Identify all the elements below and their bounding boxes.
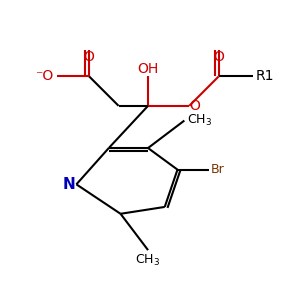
Text: O: O xyxy=(189,99,200,113)
Text: O: O xyxy=(84,50,94,64)
Text: OH: OH xyxy=(137,62,159,76)
Text: CH$_3$: CH$_3$ xyxy=(136,253,160,268)
Text: CH$_3$: CH$_3$ xyxy=(187,113,212,128)
Text: ⁻O: ⁻O xyxy=(36,69,54,83)
Text: N: N xyxy=(62,177,75,192)
Text: R1: R1 xyxy=(256,69,274,83)
Text: O: O xyxy=(213,50,224,64)
Text: Br: Br xyxy=(211,163,225,176)
